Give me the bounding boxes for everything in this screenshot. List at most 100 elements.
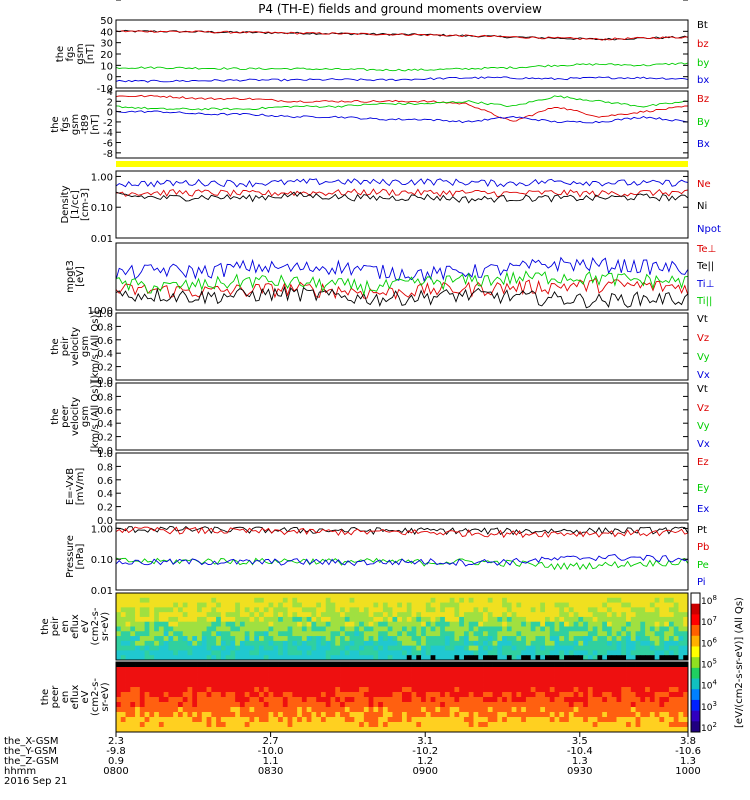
- heat-cell: [645, 636, 651, 642]
- heat-cell: [592, 662, 598, 668]
- heat-cell: [154, 593, 160, 599]
- heat-cell: [216, 717, 222, 723]
- heat-cell: [578, 621, 584, 627]
- heat-cell: [373, 640, 379, 647]
- heat-cell: [668, 636, 675, 642]
- heat-cell: [568, 655, 574, 661]
- heat-cell: [678, 612, 684, 618]
- heat-cell: [173, 702, 179, 708]
- heat-cell: [540, 602, 546, 608]
- heat-cell: [678, 631, 684, 637]
- heat-cell: [230, 717, 236, 723]
- heat-cell: [592, 631, 598, 637]
- heat-cell: [630, 621, 636, 627]
- heat-cell: [278, 687, 284, 693]
- heat-cell: [177, 607, 184, 613]
- heat-cell: [130, 677, 136, 683]
- heat-cell: [659, 727, 665, 733]
- heat-cell: [459, 712, 465, 718]
- heat-cell: [278, 667, 284, 673]
- heat-cell: [349, 612, 355, 618]
- heat-cell: [173, 692, 179, 698]
- heat-cell: [421, 707, 427, 713]
- heat-cell: [177, 722, 184, 728]
- heat-cell: [492, 712, 498, 718]
- heat-cell: [292, 692, 298, 698]
- heat-cell: [535, 707, 541, 713]
- heat-cell: [478, 636, 484, 642]
- heat-cell: [254, 672, 260, 678]
- heat-cell: [444, 602, 451, 608]
- heat-cell: [177, 662, 184, 668]
- heat-cell: [197, 593, 203, 599]
- heat-cell: [597, 612, 603, 618]
- heat-cell: [116, 631, 122, 637]
- heat-cell: [525, 692, 532, 698]
- heat-cell: [487, 602, 493, 608]
- heat-cell: [235, 692, 241, 698]
- heat-cell: [483, 593, 489, 599]
- heat-cell: [154, 597, 160, 603]
- heat-cell: [678, 722, 684, 728]
- heat-cell: [306, 655, 312, 661]
- heat-cell: [306, 621, 312, 627]
- heat-cell: [454, 717, 460, 723]
- y-tick-label: -6: [103, 139, 113, 150]
- heat-cell: [449, 612, 455, 618]
- heat-cell: [116, 677, 122, 683]
- heat-cell: [506, 602, 513, 608]
- heat-cell: [120, 687, 126, 693]
- heat-cell: [673, 631, 679, 637]
- heat-cell: [263, 727, 269, 733]
- heat-cell: [444, 621, 451, 627]
- heat-cell: [173, 640, 179, 647]
- heat-cell: [116, 712, 122, 718]
- heat-cell: [163, 662, 169, 668]
- heat-cell: [201, 597, 207, 603]
- heat-cell: [602, 722, 608, 728]
- heat-cell: [630, 672, 636, 678]
- heat-cell: [626, 607, 632, 613]
- heat-cell: [125, 655, 131, 661]
- heat-cell: [545, 687, 551, 693]
- heat-cell: [416, 607, 422, 613]
- heat-cell: [554, 626, 560, 632]
- heat-cell: [506, 631, 513, 637]
- y-axis-label-line: eflux: [70, 614, 81, 639]
- heat-cell: [330, 677, 336, 683]
- heat-cell: [587, 722, 594, 728]
- heat-cell: [311, 687, 317, 693]
- heat-cell: [492, 717, 498, 723]
- heat-cell: [273, 677, 279, 683]
- heat-cell: [273, 672, 279, 678]
- heat-cell: [311, 631, 317, 637]
- heat-cell: [320, 593, 327, 599]
- y-axis-label-line: sr-eV): [100, 682, 111, 711]
- heat-cell: [135, 702, 141, 708]
- heat-cell: [626, 682, 632, 688]
- heat-cell: [459, 593, 465, 599]
- heat-cell: [154, 687, 160, 693]
- heat-cell: [311, 597, 317, 603]
- heat-cell: [421, 692, 427, 698]
- heat-cell: [335, 727, 341, 733]
- heat-cell: [435, 621, 441, 627]
- heat-cell: [559, 682, 565, 688]
- heat-cell: [444, 636, 451, 642]
- heat-cell: [621, 626, 627, 632]
- heat-cell: [297, 727, 303, 733]
- heat-cell: [511, 677, 517, 683]
- heat-cell: [206, 616, 212, 623]
- heat-cell: [554, 607, 560, 613]
- heat-cell: [149, 593, 155, 599]
- heat-cell: [263, 692, 269, 698]
- heat-cell: [359, 640, 365, 647]
- heat-cell: [239, 692, 246, 698]
- heat-cell: [545, 707, 551, 713]
- heat-cell: [125, 626, 131, 632]
- heat-cell: [463, 702, 470, 708]
- heat-cell: [278, 707, 284, 713]
- heat-cell: [559, 626, 565, 632]
- heat-cell: [382, 682, 389, 688]
- heat-cell: [216, 602, 222, 608]
